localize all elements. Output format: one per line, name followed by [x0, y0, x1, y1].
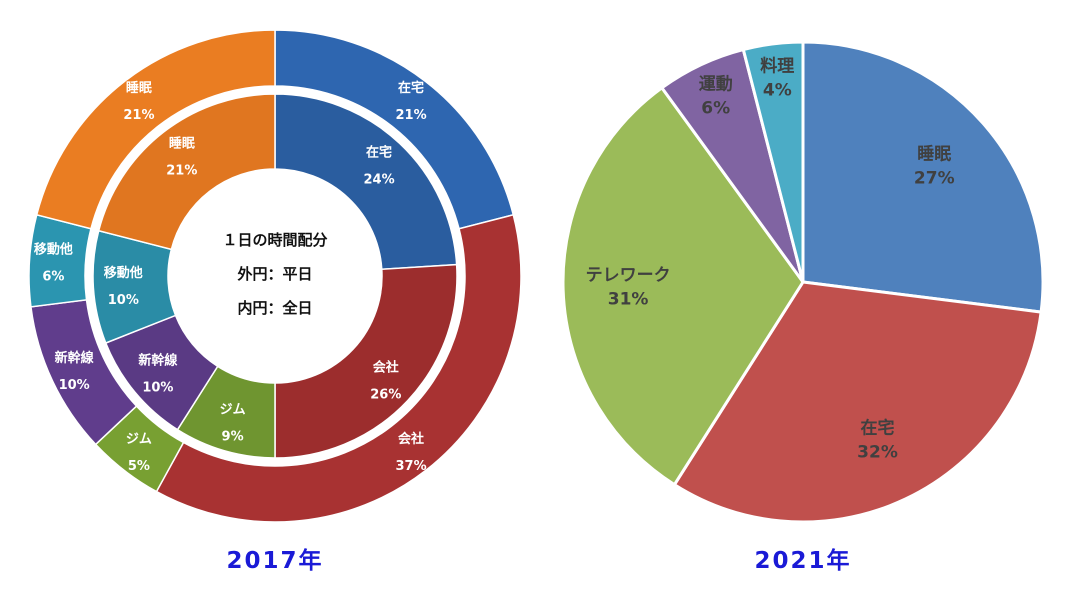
pie-slice-3-value: 6%: [701, 99, 730, 119]
outer-slice-4-label: 移動他: [34, 242, 73, 258]
outer-slice-5-value: 21%: [123, 108, 154, 123]
pie-slice-2: [561, 85, 805, 487]
outer-slice-4: [28, 213, 92, 308]
donut-center-text: １日の時間配分 外円：平日 内円：全日: [222, 231, 327, 317]
inner-slice-3-label: 新幹線: [138, 352, 178, 368]
pie-slice-0-value: 27%: [914, 168, 955, 188]
donut-hole: [168, 169, 382, 383]
center-text-inner: 内円：全日: [237, 299, 312, 317]
pie-slice-4: [741, 40, 805, 283]
pie-slice-2-label: テレワーク: [586, 265, 671, 285]
outer-slice-5-label: 睡眠: [126, 80, 152, 96]
chart-title-2021: 2021年: [754, 547, 851, 574]
outer-slice-5: [35, 29, 276, 230]
inner-slice-1-label: 会社: [373, 360, 399, 376]
inner-ring: 在宅 24% 会社 26% ジム 9% 新幹線 10% 移動他 10% 睡眠 21%: [92, 93, 458, 459]
pie-chart-2021: 睡眠 27% 在宅 32% テレワーク 31% 運動 6% 料理 4%: [561, 40, 1045, 524]
outer-slice-3-value: 10%: [59, 378, 90, 393]
inner-slice-1-value: 26%: [370, 388, 401, 403]
pie-slice-0-label: 睡眠: [917, 143, 951, 164]
outer-slice-2-value: 5%: [128, 459, 150, 474]
inner-slice-1: [274, 263, 458, 459]
outer-slice-3-label: 新幹線: [55, 350, 95, 366]
pie-slice-4-label: 料理: [760, 56, 794, 77]
donut-chart-2017: 在宅 21% 会社 37% ジム 5% 新幹線 10% 移動他 6% 睡眠 21% 在宅 24% 会社 26%…: [28, 29, 522, 523]
inner-slice-0-label: 在宅: [366, 145, 392, 161]
outer-slice-4-value: 6%: [42, 270, 64, 285]
pie-slice-1-value: 32%: [857, 442, 898, 462]
outer-slice-1-label: 会社: [398, 431, 424, 447]
inner-slice-2-label: ジム: [220, 402, 246, 417]
pie-slice-1-label: 在宅: [861, 417, 895, 438]
outer-slice-1-value: 37%: [396, 459, 427, 474]
pie-slice-2-value: 31%: [608, 289, 649, 309]
inner-slice-0-value: 24%: [363, 173, 394, 188]
pie-slice-3-label: 運動: [699, 74, 733, 95]
inner-slice-5-value: 21%: [166, 163, 197, 178]
inner-slice-2-value: 9%: [222, 429, 244, 444]
ring-separator: [88, 89, 462, 463]
center-text-title: １日の時間配分: [222, 231, 327, 249]
chart-title-2017: 2017年: [226, 547, 323, 574]
outer-slice-0-value: 21%: [396, 108, 427, 123]
center-text-outer: 外円：平日: [236, 265, 312, 283]
inner-slice-4-label: 移動他: [104, 265, 143, 281]
pie-slice-0: [801, 40, 1045, 314]
inner-slice-3-value: 10%: [142, 380, 173, 395]
inner-slice-4-value: 10%: [108, 293, 139, 308]
outer-slice-2-label: ジム: [126, 432, 152, 447]
inner-slice-5-label: 睡眠: [169, 135, 195, 151]
outer-slice-0-label: 在宅: [398, 80, 424, 96]
pie-slice-4-value: 4%: [763, 81, 792, 101]
outer-slice-1: [155, 213, 522, 523]
outer-ring: 在宅 21% 会社 37% ジム 5% 新幹線 10% 移動他 6% 睡眠 21%: [28, 29, 522, 523]
